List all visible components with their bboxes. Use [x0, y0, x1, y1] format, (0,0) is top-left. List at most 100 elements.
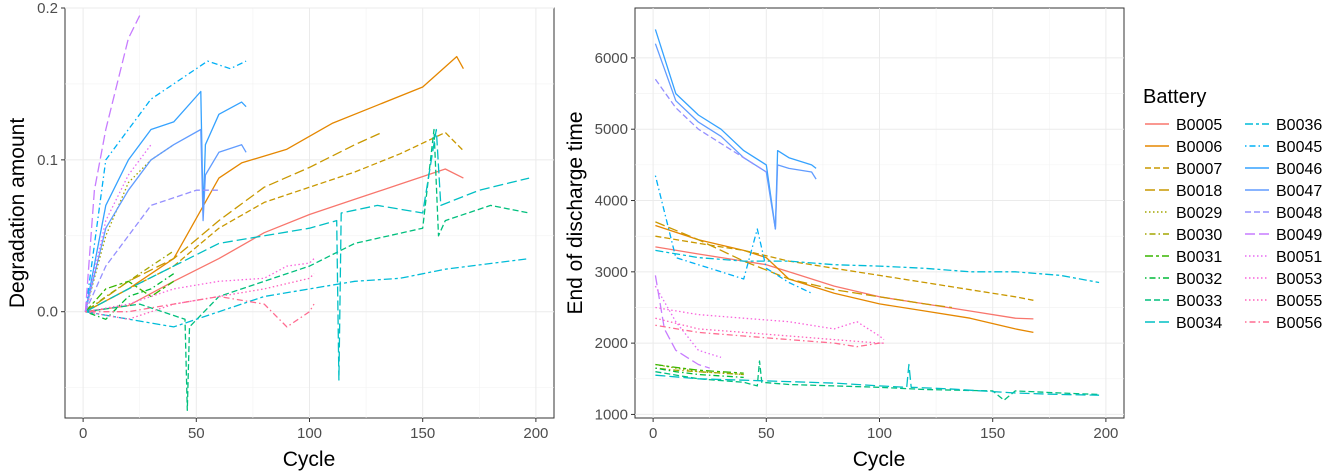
legend-label-b0029: B0029 [1176, 205, 1222, 222]
discharge-time-panel: 0 50 100 150 200 1000 2000 3000 4000 5000 6000 Cyc… [564, 7, 1125, 471]
discharge-series-b0046 [654, 29, 817, 230]
discharge-series-b0036 [655, 249, 1100, 284]
legend-label-b0055: B0055 [1276, 293, 1322, 310]
degradation-gridlines [65, 7, 554, 418]
legend-label-b0030: B0030 [1176, 227, 1222, 244]
legend-label-b0047: B0047 [1276, 183, 1322, 200]
legend-item-b0032: B0032 [1145, 271, 1222, 288]
degradation-y-tick-label: 0.0 [37, 304, 58, 321]
legend-label-b0006: B0006 [1176, 139, 1222, 156]
degradation-series-b0056 [85, 295, 315, 328]
discharge-x-axis-title: Cycle [853, 448, 906, 471]
discharge-y-tick-label: 3000 [595, 264, 628, 281]
legend-item-b0031: B0031 [1145, 249, 1222, 266]
discharge-series-b0033 [655, 360, 1100, 401]
discharge-x-tick-label: 150 [980, 425, 1005, 442]
degradation-series-b0046 [84, 90, 247, 312]
legend-item-b0047: B0047 [1245, 183, 1322, 200]
discharge-series-b0032 [655, 367, 744, 379]
legend-item-b0036: B0036 [1245, 117, 1322, 134]
discharge-y-tick-label: 1000 [595, 406, 628, 423]
legend-title: Battery [1143, 86, 1206, 108]
degradation-x-tick-label: 200 [523, 425, 548, 442]
legend-items: B0005 B0006 B0007 B0018 B0029 B0030 B0031 B0032… [1145, 117, 1322, 332]
discharge-series-b0048 [654, 78, 767, 173]
degradation-series-b0045 [84, 60, 247, 312]
degradation-x-tick-label: 150 [410, 425, 435, 442]
degradation-x-tick-label: 100 [297, 425, 322, 442]
legend-label-b0033: B0033 [1176, 293, 1222, 310]
legend-item-b0005: B0005 [1145, 117, 1222, 134]
legend-label-b0031: B0031 [1176, 249, 1222, 266]
discharge-series-b0056 [655, 324, 884, 348]
legend-item-b0049: B0049 [1245, 227, 1322, 244]
degradation-series-b0032 [85, 273, 175, 320]
degradation-ticks: 0 50 100 150 200 0.0 0.1 0.2 [37, 0, 548, 442]
discharge-series-b0049 [654, 275, 710, 369]
degradation-y-tick-label: 0.2 [37, 0, 58, 17]
degradation-series-b0034 [85, 128, 530, 381]
discharge-series-b0007 [655, 235, 1034, 301]
discharge-series-b0006 [655, 224, 1034, 334]
degradation-series-b0049 [84, 15, 141, 312]
legend-item-b0045: B0045 [1245, 139, 1322, 156]
legend-label-b0032: B0032 [1176, 271, 1222, 288]
discharge-gridlines [635, 8, 1124, 418]
degradation-series-b0055 [85, 273, 315, 320]
degradation-panel: 0 50 100 150 200 0.0 0.1 0.2 Cycle Degradation … [6, 0, 555, 471]
discharge-series-b0031 [655, 363, 744, 374]
legend-label-b0007: B0007 [1176, 161, 1222, 178]
battery-legend: Battery B0005B0006B0007B0018B0029B0030B0… [1143, 86, 1322, 332]
discharge-y-tick-label: 2000 [595, 335, 628, 352]
legend-item-b0030: B0030 [1145, 227, 1222, 244]
degradation-series-b0005 [85, 168, 464, 313]
discharge-x-tick-label: 0 [649, 425, 657, 442]
discharge-x-tick-label: 200 [1093, 425, 1118, 442]
discharge-series-b0034 [655, 363, 1100, 396]
legend-item-b0055: B0055 [1245, 293, 1322, 310]
discharge-ticks: 0 50 100 150 200 1000 2000 3000 4000 5000 6000 [595, 50, 1119, 442]
degradation-series-b0048 [84, 189, 219, 312]
legend-label-b0056: B0056 [1276, 315, 1322, 332]
legend-label-b0036: B0036 [1276, 117, 1322, 134]
discharge-x-tick-label: 100 [867, 425, 892, 442]
legend-item-b0018: B0018 [1145, 183, 1222, 200]
degradation-series-b0036 [85, 257, 530, 328]
legend-label-b0034: B0034 [1176, 315, 1222, 332]
degradation-series-b0030 [85, 250, 175, 313]
discharge-y-tick-label: 6000 [595, 50, 628, 67]
legend-label-b0018: B0018 [1176, 183, 1222, 200]
legend-item-b0048: B0048 [1245, 205, 1322, 222]
discharge-series-b0045 [654, 175, 812, 294]
degradation-series-b0031 [84, 280, 175, 313]
legend-label-b0053: B0053 [1276, 271, 1322, 288]
legend-label-b0049: B0049 [1276, 227, 1322, 244]
degradation-x-tick-label: 0 [79, 425, 87, 442]
degradation-x-tick-label: 50 [188, 425, 205, 442]
legend-label-b0046: B0046 [1276, 161, 1322, 178]
discharge-series-group [654, 29, 1100, 401]
discharge-series-b0051 [654, 285, 722, 359]
degradation-series-b0033 [85, 128, 530, 412]
legend-item-b0053: B0053 [1245, 271, 1322, 288]
discharge-x-tick-label: 50 [758, 425, 775, 442]
legend-label-b0005: B0005 [1176, 117, 1222, 134]
discharge-series-b0005 [655, 246, 1034, 320]
discharge-series-b0030 [655, 367, 744, 376]
legend-label-b0045: B0045 [1276, 139, 1322, 156]
degradation-series-b0047 [84, 128, 247, 312]
discharge-series-b0053 [655, 306, 885, 341]
degradation-y-axis-title: Degradation amount [6, 118, 29, 308]
discharge-y-tick-label: 4000 [595, 193, 628, 210]
legend-label-b0051: B0051 [1276, 249, 1322, 266]
discharge-y-axis-title: End of discharge time [564, 111, 587, 314]
legend-item-b0006: B0006 [1145, 139, 1222, 156]
legend-item-b0029: B0029 [1145, 205, 1222, 222]
legend-item-b0046: B0046 [1245, 161, 1322, 178]
degradation-series-b0029 [84, 144, 175, 312]
degradation-series-group [84, 15, 530, 412]
degradation-y-tick-label: 0.1 [37, 152, 58, 169]
degradation-x-axis-title: Cycle [283, 448, 336, 471]
degradation-series-b0018 [85, 131, 383, 313]
